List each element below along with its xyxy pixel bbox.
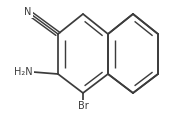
Text: Br: Br: [78, 101, 88, 111]
Text: N: N: [24, 7, 32, 17]
Text: H₂N: H₂N: [14, 67, 33, 77]
